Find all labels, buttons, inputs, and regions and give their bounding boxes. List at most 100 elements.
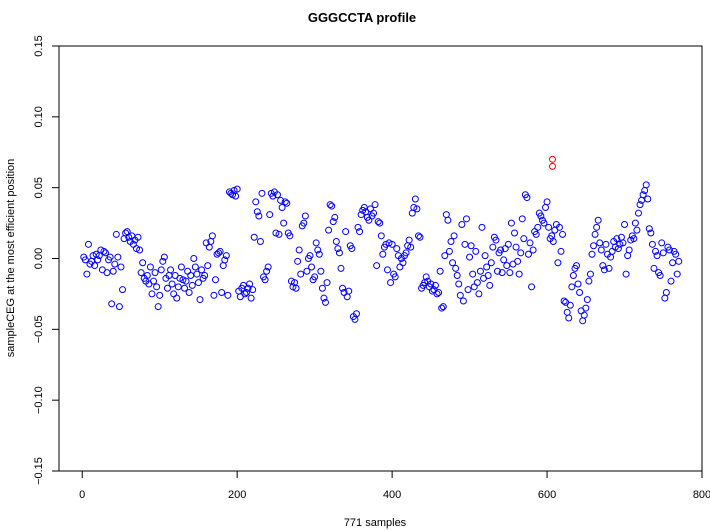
data-point — [515, 270, 523, 278]
data-point — [374, 218, 382, 226]
data-point — [621, 221, 629, 228]
y-tick-label: 0.00 — [33, 248, 45, 269]
data-point — [566, 301, 574, 309]
data-point — [208, 232, 216, 240]
data-point — [247, 294, 255, 302]
data-point — [205, 243, 213, 251]
data-point — [242, 289, 250, 296]
data-point — [111, 260, 119, 268]
data-point — [334, 245, 342, 253]
x-axis: 0 200 400 600 800 — [79, 471, 710, 501]
data-point — [489, 243, 497, 251]
data-point — [297, 270, 305, 278]
data-point — [337, 264, 345, 272]
data-point — [493, 267, 501, 275]
data-point — [391, 273, 399, 281]
data-point — [631, 219, 639, 227]
data-point — [303, 267, 311, 275]
data-point — [492, 236, 500, 244]
data-point — [402, 249, 410, 257]
data-point — [143, 272, 151, 279]
data-point — [308, 263, 316, 271]
data-point — [568, 283, 576, 291]
data-point — [481, 252, 489, 260]
data-point — [532, 230, 540, 238]
data-point — [597, 246, 605, 254]
data-point — [517, 249, 525, 257]
data-point — [619, 239, 627, 247]
data-point — [373, 262, 381, 270]
data-point — [306, 252, 314, 260]
data-point — [320, 294, 328, 302]
data-point — [112, 230, 120, 238]
data-point — [600, 266, 608, 274]
data-point — [487, 259, 495, 267]
data-point — [461, 240, 469, 248]
data-point — [650, 264, 658, 272]
data-point — [399, 259, 407, 267]
data-point — [438, 304, 446, 312]
data-point — [258, 189, 266, 197]
data-point — [579, 317, 587, 325]
data-point — [458, 221, 466, 228]
data-point — [185, 289, 193, 296]
data-point — [295, 246, 303, 254]
data-point — [232, 192, 240, 200]
data-point — [342, 228, 350, 236]
data-points — [80, 155, 683, 325]
data-point — [669, 259, 677, 267]
data-point — [339, 284, 347, 292]
data-point — [537, 212, 545, 220]
data-point — [633, 226, 641, 234]
data-point — [222, 252, 230, 260]
data-point — [376, 219, 384, 227]
data-point — [326, 201, 334, 209]
data-point — [156, 291, 164, 299]
data-point — [455, 280, 463, 288]
data-point — [444, 216, 452, 224]
data-point — [345, 287, 353, 295]
data-point — [294, 257, 302, 265]
data-point — [469, 270, 477, 278]
data-point — [170, 290, 178, 298]
data-point — [379, 250, 387, 258]
data-point — [447, 238, 455, 245]
data-point — [159, 257, 167, 265]
data-point — [504, 240, 512, 248]
data-point — [625, 246, 633, 254]
data-point — [518, 215, 526, 223]
data-point — [244, 284, 252, 292]
data-point — [335, 249, 343, 257]
data-point — [613, 235, 621, 243]
data-point — [478, 223, 486, 231]
data-point — [608, 247, 616, 255]
data-point — [407, 243, 415, 251]
data-point — [675, 257, 683, 265]
data-point — [456, 291, 464, 299]
data-point — [83, 270, 91, 278]
data-point — [639, 191, 647, 199]
data-point — [523, 194, 531, 202]
x-tick-label: 200 — [228, 489, 246, 501]
data-point — [233, 185, 241, 193]
data-point — [473, 279, 481, 287]
data-point — [136, 246, 144, 254]
y-tick-label: −0.05 — [33, 315, 45, 343]
data-point — [194, 279, 202, 287]
data-point — [148, 290, 156, 298]
data-point — [103, 269, 111, 277]
data-point — [117, 263, 125, 271]
data-point — [332, 238, 340, 245]
data-point — [411, 195, 419, 203]
data-point — [383, 266, 391, 274]
data-point — [323, 279, 331, 287]
data-point — [503, 262, 511, 270]
data-point — [283, 199, 291, 207]
data-point — [154, 303, 162, 311]
data-point — [249, 286, 257, 294]
data-point — [599, 262, 607, 270]
y-tick-label: 0.05 — [33, 177, 45, 198]
data-point — [352, 310, 360, 318]
data-point — [387, 279, 395, 287]
data-point — [109, 267, 117, 275]
